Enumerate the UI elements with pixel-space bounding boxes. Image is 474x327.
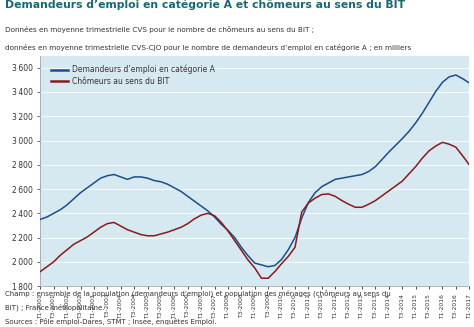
Text: Données en moyenne trimestrielle CVS pour le nombre de chômeurs au sens du BIT ;: Données en moyenne trimestrielle CVS pou… (5, 26, 314, 33)
Text: Demandeurs d’emploi en catégorie A et chômeurs au sens du BIT: Demandeurs d’emploi en catégorie A et ch… (5, 0, 405, 10)
Text: Champ : ensemble de la population (demandeurs d’emploi) et population des ménage: Champ : ensemble de la population (deman… (5, 289, 391, 297)
Text: BIT) ; France métropolitaine.: BIT) ; France métropolitaine. (5, 304, 104, 311)
Text: Sources : Pôle emploi-Dares, STMT ; Insee, enquêtes Emploi.: Sources : Pôle emploi-Dares, STMT ; Inse… (5, 318, 216, 325)
Legend: Demandeurs d’emploi en catégorie A, Chômeurs au sens du BIT: Demandeurs d’emploi en catégorie A, Chôm… (48, 62, 218, 89)
Text: données en moyenne trimestrielle CVS-CJO pour le nombre de demandeurs d’emploi e: données en moyenne trimestrielle CVS-CJO… (5, 44, 411, 51)
